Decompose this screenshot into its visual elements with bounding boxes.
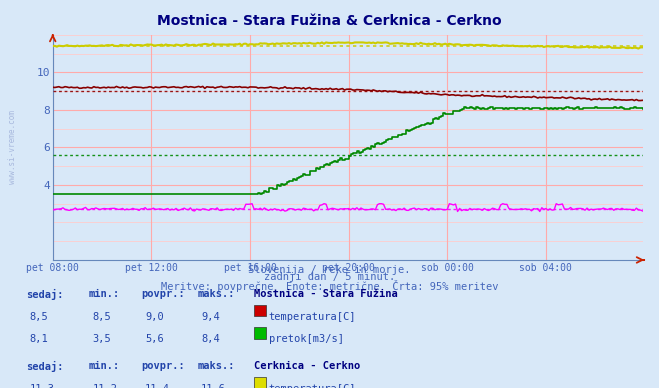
- Text: temperatura[C]: temperatura[C]: [269, 312, 357, 322]
- Text: min.:: min.:: [89, 361, 120, 371]
- Text: 11,3: 11,3: [30, 384, 55, 388]
- Text: zadnji dan / 5 minut.: zadnji dan / 5 minut.: [264, 272, 395, 282]
- Text: povpr.:: povpr.:: [142, 361, 185, 371]
- Text: 11,6: 11,6: [201, 384, 226, 388]
- Text: 8,5: 8,5: [92, 312, 111, 322]
- Text: 11,4: 11,4: [145, 384, 170, 388]
- Text: sedaj:: sedaj:: [26, 289, 64, 300]
- Text: 9,0: 9,0: [145, 312, 163, 322]
- Text: maks.:: maks.:: [198, 289, 235, 299]
- Text: 11,2: 11,2: [92, 384, 117, 388]
- Text: Slovenija / reke in morje.: Slovenija / reke in morje.: [248, 265, 411, 275]
- Text: 8,4: 8,4: [201, 334, 219, 344]
- Text: 3,5: 3,5: [92, 334, 111, 344]
- Text: 8,5: 8,5: [30, 312, 48, 322]
- Text: 5,6: 5,6: [145, 334, 163, 344]
- Text: min.:: min.:: [89, 289, 120, 299]
- Text: sedaj:: sedaj:: [26, 361, 64, 372]
- Text: temperatura[C]: temperatura[C]: [269, 384, 357, 388]
- Text: pretok[m3/s]: pretok[m3/s]: [269, 334, 344, 344]
- Text: maks.:: maks.:: [198, 361, 235, 371]
- Text: www.si-vreme.com: www.si-vreme.com: [8, 111, 17, 184]
- Text: Mostnica - Stara Fužina: Mostnica - Stara Fužina: [254, 289, 397, 299]
- Text: Cerknica - Cerkno: Cerknica - Cerkno: [254, 361, 360, 371]
- Text: Meritve: povprečne  Enote: metrične  Črta: 95% meritev: Meritve: povprečne Enote: metrične Črta:…: [161, 280, 498, 292]
- Text: 9,4: 9,4: [201, 312, 219, 322]
- Text: 8,1: 8,1: [30, 334, 48, 344]
- Text: Mostnica - Stara Fužina & Cerknica - Cerkno: Mostnica - Stara Fužina & Cerknica - Cer…: [158, 14, 501, 28]
- Text: povpr.:: povpr.:: [142, 289, 185, 299]
